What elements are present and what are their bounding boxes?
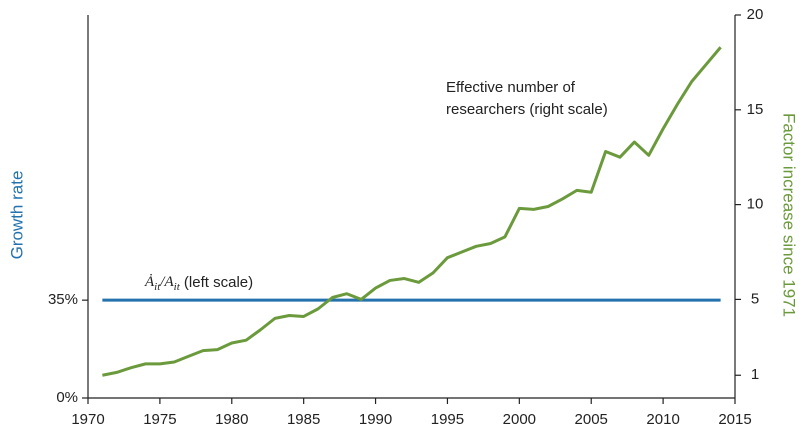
x-tick-label: 1985: [287, 411, 320, 428]
series-label: researchers (right scale): [446, 101, 608, 118]
x-tick-label: 2015: [718, 411, 751, 428]
y2-tick-label: 20: [747, 6, 764, 23]
y-axis-label: Growth rate: [7, 171, 26, 260]
y-tick-label: 35%: [48, 291, 78, 308]
y2-tick-label: 10: [747, 196, 764, 213]
series-label-part: (left scale): [180, 274, 253, 291]
y2-tick-label: 15: [747, 101, 764, 118]
x-tick-label: 2000: [503, 411, 536, 428]
series-label-part: /A: [159, 274, 174, 290]
x-tick-label: 1995: [431, 411, 464, 428]
series-label-part: it: [174, 281, 181, 293]
y2-tick-label: 5: [751, 290, 759, 307]
series-label: Ȧit/Ait (left scale): [144, 274, 253, 293]
y2-tick-label: 1: [751, 366, 759, 383]
x-tick-label: 1980: [215, 411, 248, 428]
y2-axis-label: Factor increase since 1971: [780, 113, 799, 317]
x-tick-label: 1990: [359, 411, 392, 428]
y-tick-label: 0%: [56, 389, 78, 406]
x-tick-label: 1970: [71, 411, 104, 428]
series-label-part: Ȧ: [144, 274, 155, 290]
series-label: Effective number of: [446, 79, 576, 96]
series-label-part: it: [154, 281, 161, 293]
x-tick-label: 1975: [143, 411, 176, 428]
series-line: [102, 46, 722, 377]
x-tick-label: 2010: [646, 411, 679, 428]
x-tick-label: 2005: [575, 411, 608, 428]
